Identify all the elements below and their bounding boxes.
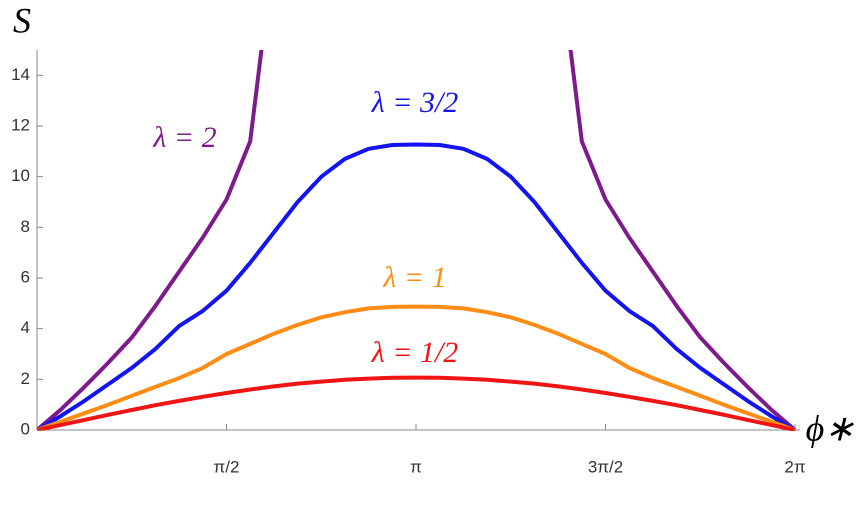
series-label: λ = 1/2 bbox=[371, 336, 459, 369]
y-tick-label: 0 bbox=[21, 419, 30, 438]
line-series bbox=[37, 142, 797, 431]
x-axis-label: ϕ∗ bbox=[806, 408, 855, 448]
line-series bbox=[37, 50, 797, 431]
y-axis-label: S bbox=[13, 0, 31, 40]
x-tick-label: 2π bbox=[784, 457, 805, 476]
line-series bbox=[37, 304, 796, 431]
x-tick-label: 3π/2 bbox=[588, 457, 623, 476]
y-tick-label: 6 bbox=[21, 267, 30, 286]
series-label: λ = 1 bbox=[382, 261, 446, 294]
x-tick-label: π bbox=[410, 457, 422, 476]
y-tick-label: 8 bbox=[21, 217, 30, 236]
series-label: λ = 3/2 bbox=[371, 86, 459, 119]
plot-area bbox=[37, 50, 797, 431]
line-series bbox=[37, 375, 796, 431]
y-tick-label: 12 bbox=[11, 115, 30, 134]
series-label: λ = 2 bbox=[152, 121, 216, 154]
y-tick-label: 14 bbox=[11, 65, 30, 84]
y-tick-label: 2 bbox=[21, 369, 30, 388]
x-tick-label: π/2 bbox=[214, 457, 240, 476]
y-tick-label: 4 bbox=[21, 318, 30, 337]
y-tick-label: 10 bbox=[11, 166, 30, 185]
